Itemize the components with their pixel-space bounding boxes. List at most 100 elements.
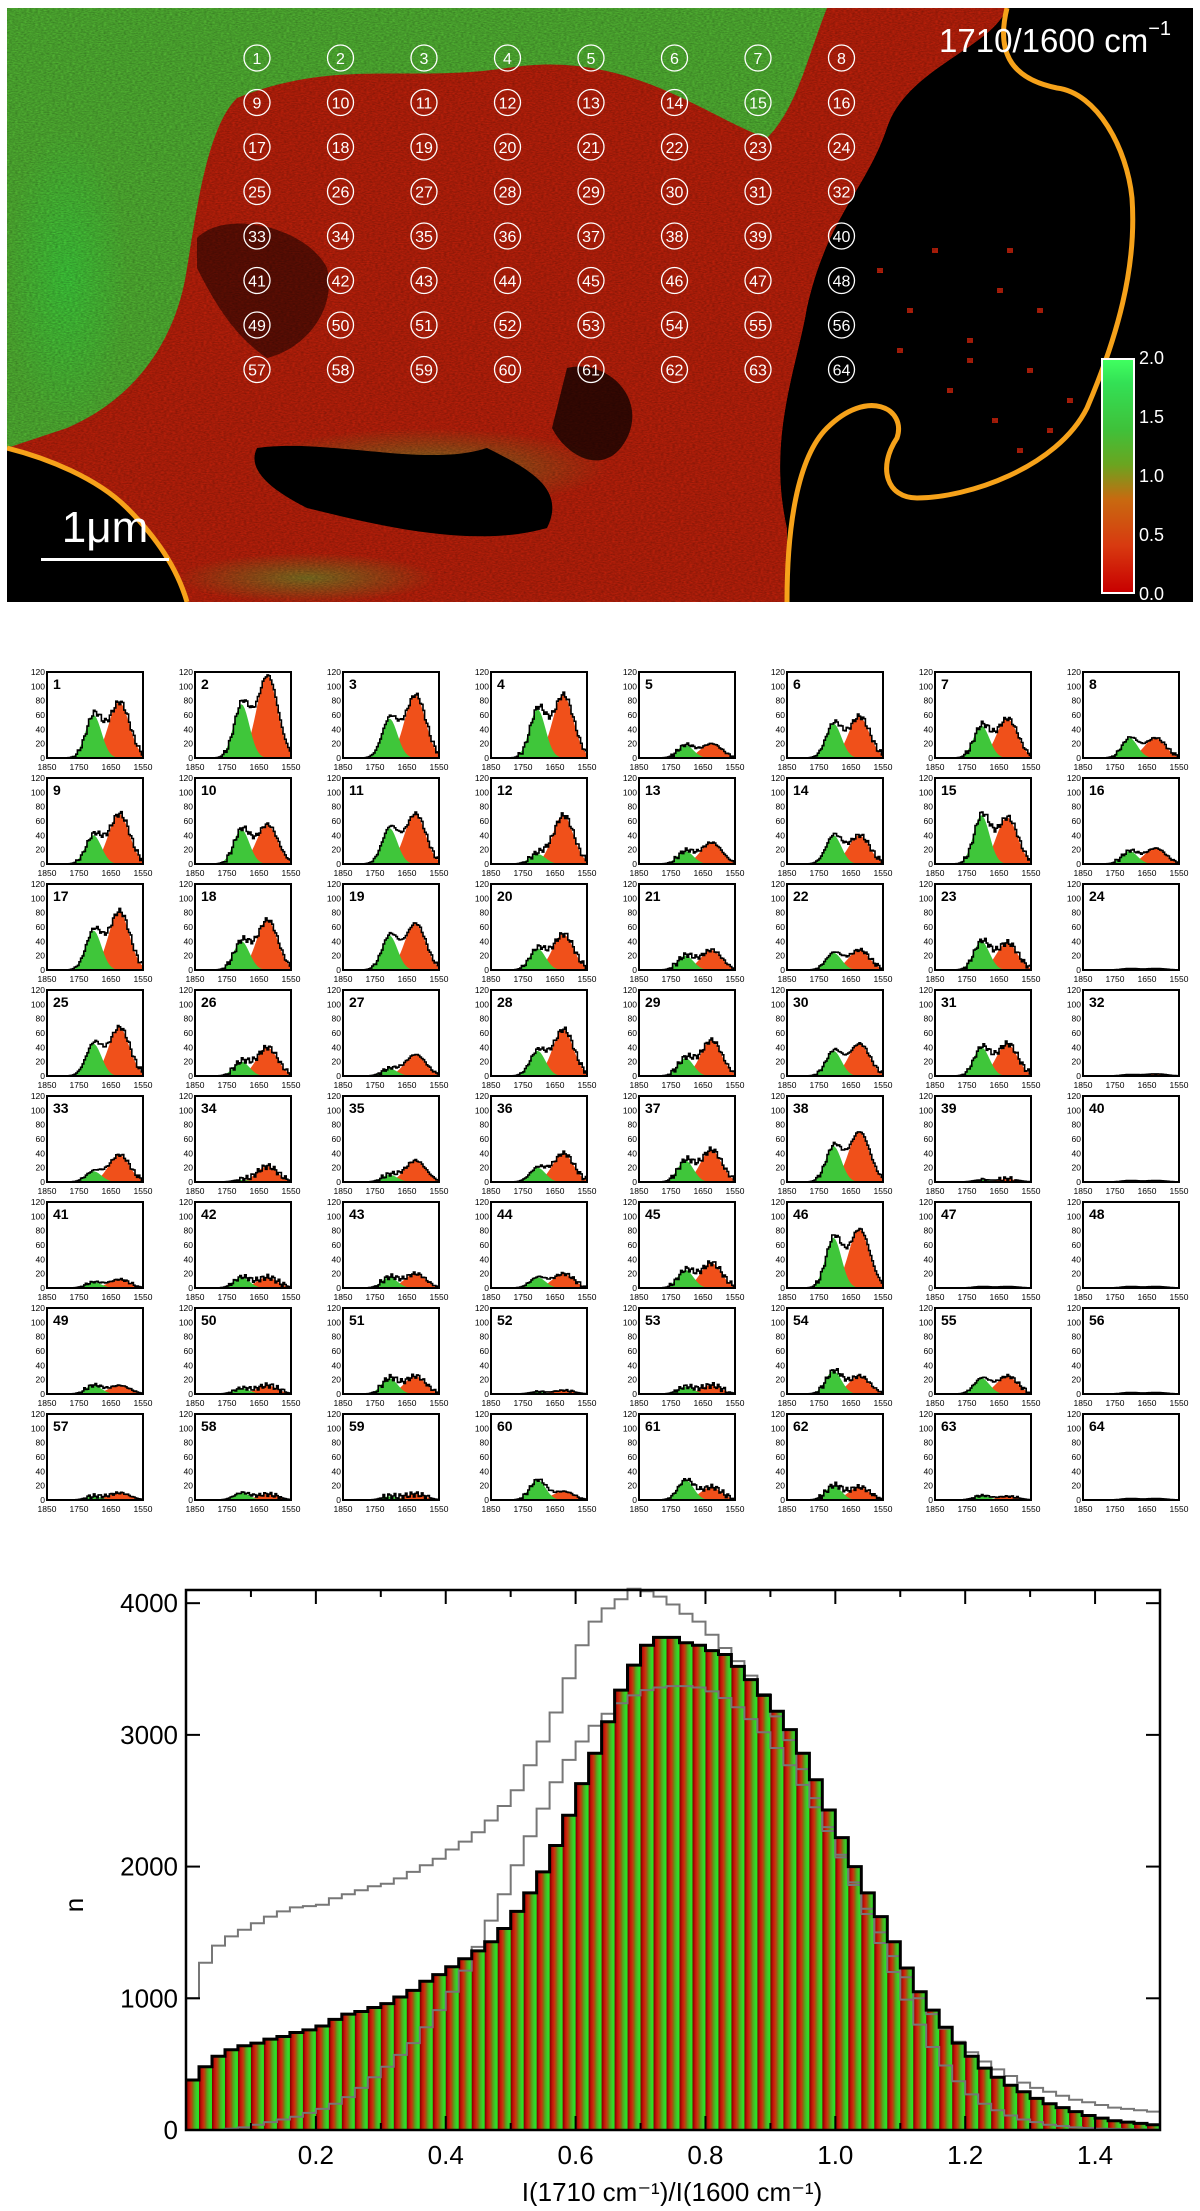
red-band-fill bbox=[787, 1376, 883, 1394]
panel-xtick: 1750 bbox=[366, 974, 385, 984]
panel-ytick: 20 bbox=[36, 739, 46, 749]
red-band-fill bbox=[491, 1273, 587, 1288]
green-band-fill bbox=[935, 1047, 1031, 1076]
panel-ytick: 100 bbox=[179, 1211, 193, 1221]
panel-xtick: 1850 bbox=[926, 974, 945, 984]
panel-ytick: 60 bbox=[332, 816, 342, 826]
spectrum-position-marker: 3 bbox=[410, 44, 438, 72]
panel-frame bbox=[638, 883, 736, 971]
panel-ytick: 0 bbox=[40, 1071, 45, 1081]
panel-xtick: 1850 bbox=[38, 762, 57, 772]
marker-label: 37 bbox=[582, 229, 600, 246]
panel-frame bbox=[934, 1201, 1032, 1289]
marker-label: 48 bbox=[833, 274, 851, 291]
panel-xtick: 1650 bbox=[546, 1398, 565, 1408]
marker-label: 2 bbox=[336, 51, 345, 68]
panel-xtick: 1750 bbox=[218, 974, 237, 984]
panel-frame bbox=[638, 777, 736, 865]
panel-ytick: 60 bbox=[332, 1240, 342, 1250]
panel-xtick: 1550 bbox=[430, 1504, 449, 1514]
panel-ytick: 80 bbox=[776, 1438, 786, 1448]
panel-ytick: 0 bbox=[780, 753, 785, 763]
panel-xtick: 1650 bbox=[694, 1186, 713, 1196]
marker-label: 16 bbox=[833, 96, 851, 113]
histogram-bar bbox=[1043, 2103, 1057, 2130]
panel-ytick: 60 bbox=[924, 1240, 934, 1250]
panel-ytick: 60 bbox=[924, 1134, 934, 1144]
green-band-fill bbox=[343, 1068, 439, 1076]
panel-xtick: 1750 bbox=[958, 1504, 977, 1514]
red-band-fill bbox=[491, 934, 587, 970]
panel-ytick: 40 bbox=[924, 724, 934, 734]
panel-ytick: 0 bbox=[632, 753, 637, 763]
panel-ytick: 80 bbox=[628, 1438, 638, 1448]
panel-ytick: 120 bbox=[1067, 1197, 1081, 1207]
panel-frame bbox=[638, 989, 736, 1077]
panel-ytick: 20 bbox=[332, 1163, 342, 1173]
panel-xtick: 1650 bbox=[398, 762, 417, 772]
panel-ytick: 20 bbox=[480, 1057, 490, 1067]
panel-xtick: 1550 bbox=[430, 1292, 449, 1302]
panel-xtick: 1550 bbox=[874, 1186, 893, 1196]
histogram-bar bbox=[848, 1866, 862, 2130]
spectrum-position-marker: 57 bbox=[243, 355, 271, 384]
green-band-fill bbox=[935, 1378, 1031, 1394]
x-tick-label: 0.2 bbox=[298, 2140, 334, 2170]
panel-frame bbox=[490, 1307, 588, 1395]
panel-ytick: 0 bbox=[780, 1177, 785, 1187]
panel-xtick: 1550 bbox=[282, 1080, 301, 1090]
panel-xtick: 1750 bbox=[70, 868, 89, 878]
histogram-ylabel: n bbox=[59, 1898, 89, 1912]
panel-label: 20 bbox=[497, 888, 513, 904]
colorbar-tick-label: 0.5 bbox=[1139, 525, 1165, 545]
red-band-fill bbox=[195, 1166, 291, 1182]
panel-ytick: 40 bbox=[1072, 724, 1082, 734]
panel-xtick: 1750 bbox=[662, 762, 681, 772]
panel-xtick: 1550 bbox=[1022, 1186, 1041, 1196]
panel-xtick: 1750 bbox=[70, 762, 89, 772]
panel-ytick: 80 bbox=[332, 802, 342, 812]
panel-ytick: 0 bbox=[188, 1495, 193, 1505]
panel-xtick: 1550 bbox=[1022, 1398, 1041, 1408]
panel-label: 47 bbox=[941, 1206, 957, 1222]
panel-ytick: 80 bbox=[1072, 1332, 1082, 1342]
spectrum-position-marker: 21 bbox=[577, 133, 605, 161]
panel-ytick: 100 bbox=[475, 1317, 489, 1327]
panel-frame bbox=[194, 883, 292, 971]
panel-ytick: 40 bbox=[480, 936, 490, 946]
panel-ytick: 120 bbox=[475, 1091, 489, 1101]
green-band-fill bbox=[1083, 851, 1179, 864]
panel-xtick: 1850 bbox=[1074, 974, 1093, 984]
panel-ytick: 20 bbox=[184, 1057, 194, 1067]
panel-ytick: 40 bbox=[1072, 1042, 1082, 1052]
red-band-fill bbox=[343, 1054, 439, 1076]
histogram-bar bbox=[1017, 2091, 1031, 2130]
panel-label: 35 bbox=[349, 1100, 365, 1116]
spectrum-position-marker: 35 bbox=[410, 222, 438, 250]
histogram-bar bbox=[1082, 2115, 1096, 2130]
red-band-fill bbox=[935, 1043, 1031, 1076]
panel-label: 18 bbox=[201, 888, 217, 904]
panel-ytick: 80 bbox=[1072, 802, 1082, 812]
spectra-grid: 1 120 100 80 60 40 20 0 1850 1750 1650 1550 2 120 100 8… bbox=[0, 660, 1200, 1520]
panel-ytick: 60 bbox=[480, 1346, 490, 1356]
marker-label: 33 bbox=[248, 229, 266, 246]
panel-ytick: 60 bbox=[36, 1452, 46, 1462]
spectrum-position-marker: 26 bbox=[326, 177, 355, 206]
panel-ytick: 120 bbox=[771, 773, 785, 783]
panel-xtick: 1650 bbox=[546, 762, 565, 772]
panel-xtick: 1750 bbox=[958, 868, 977, 878]
panel-xtick: 1650 bbox=[546, 1186, 565, 1196]
panel-xtick: 1750 bbox=[810, 974, 829, 984]
panel-xtick: 1850 bbox=[482, 868, 501, 878]
histogram-bar bbox=[874, 1916, 888, 2130]
panel-ytick: 60 bbox=[1072, 710, 1082, 720]
marker-label: 5 bbox=[587, 51, 596, 68]
